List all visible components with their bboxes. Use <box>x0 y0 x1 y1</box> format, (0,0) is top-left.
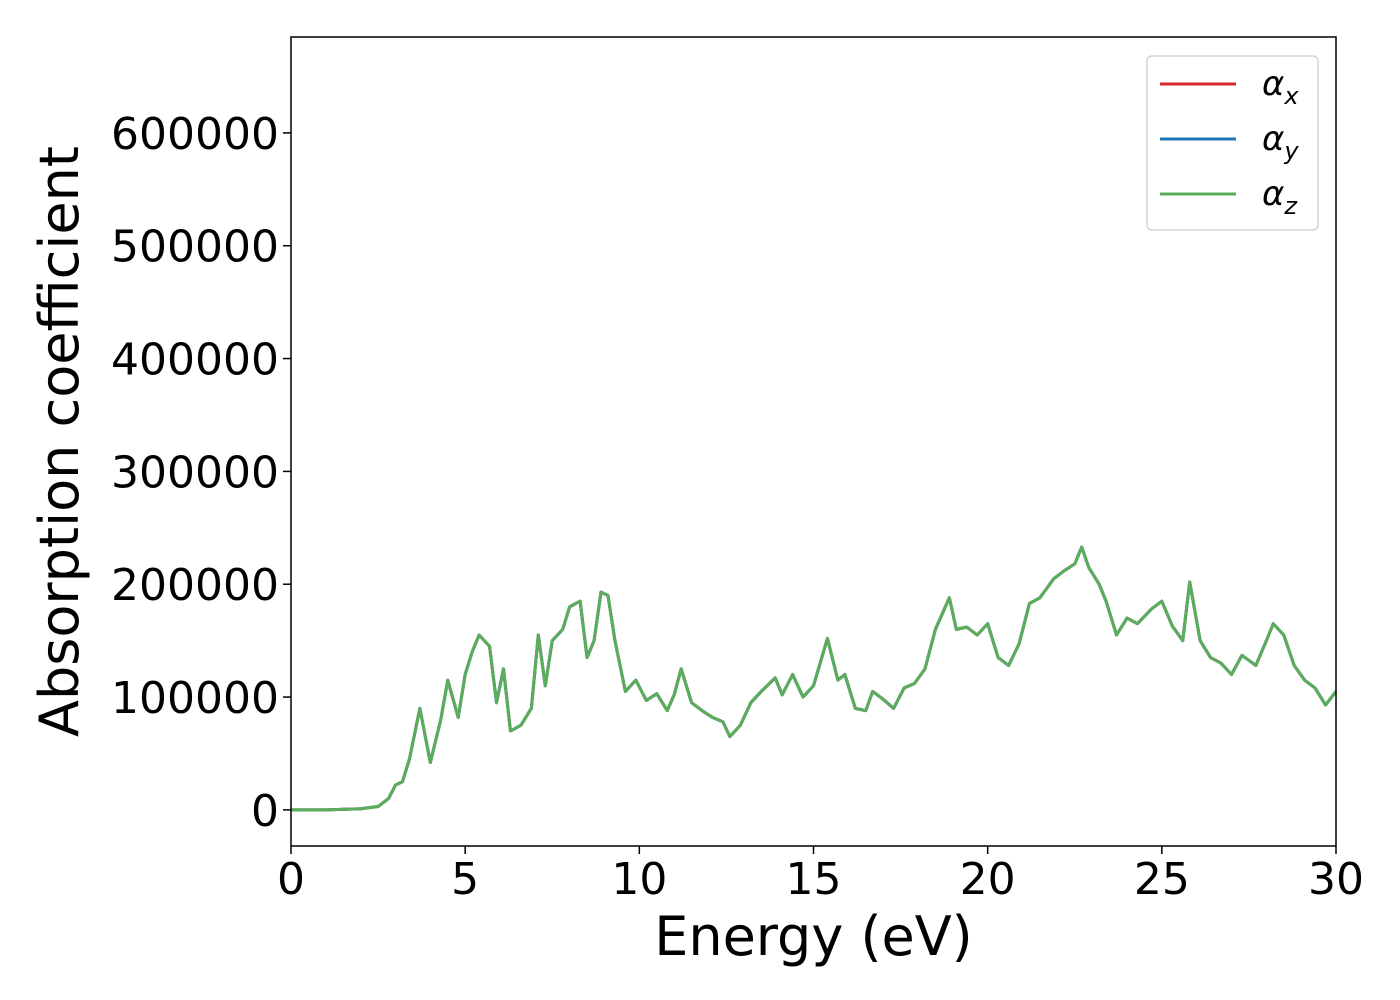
x-tick-label: 0 <box>277 854 305 905</box>
x-tick-label: 10 <box>611 854 667 905</box>
y-tick-label: 400000 <box>111 335 279 386</box>
y-tick-label: 0 <box>251 786 279 837</box>
x-tick-label: 30 <box>1308 854 1364 905</box>
y-axis-title: Absorption coefficient <box>28 146 91 737</box>
x-tick-label: 25 <box>1134 854 1190 905</box>
series-line-z <box>291 545 1338 812</box>
y-axis: 0 100000 200000 300000 400000 500000 600000 <box>111 109 291 837</box>
y-tick-label: 500000 <box>111 222 279 273</box>
y-tick-label: 300000 <box>111 447 279 498</box>
y-tick-label: 200000 <box>111 560 279 611</box>
legend-box <box>1146 55 1319 231</box>
x-tick-label: 5 <box>451 854 479 905</box>
x-tick-label: 15 <box>786 854 842 905</box>
y-tick-label: 600000 <box>111 109 279 160</box>
x-axis-title: Energy (eV) <box>654 905 973 968</box>
series-line-x <box>291 545 1338 812</box>
x-axis: 0 5 10 15 20 25 30 <box>277 846 1364 905</box>
x-tick-label: 20 <box>960 854 1016 905</box>
plot-lines <box>291 545 1338 812</box>
series-line-y <box>291 545 1338 812</box>
y-tick-label: 100000 <box>111 673 279 724</box>
